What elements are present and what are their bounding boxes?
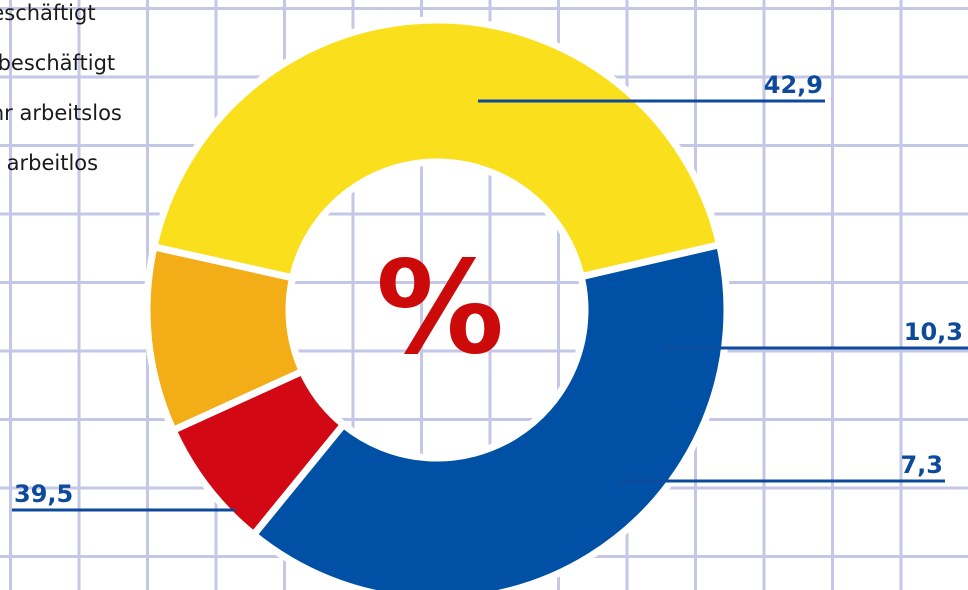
percent-symbol: % [376, 234, 504, 383]
value-label-1: 42,9 [764, 71, 823, 99]
value-label-2: 10,3 [904, 318, 963, 346]
value-label-4: 39,5 [14, 480, 73, 508]
value-label-3: 7,3 [900, 451, 943, 479]
